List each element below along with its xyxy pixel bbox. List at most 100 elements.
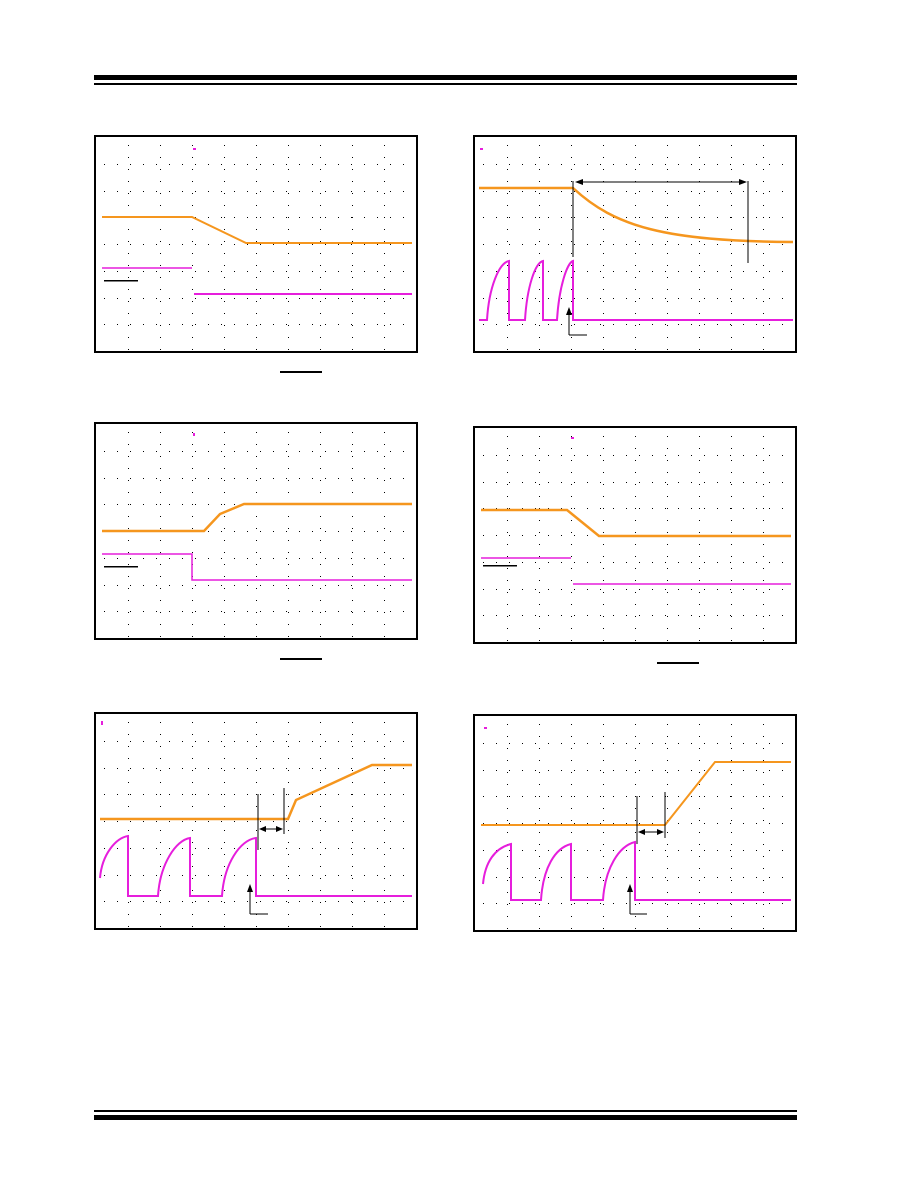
scope-1-grid	[104, 145, 404, 350]
grid-dot	[288, 253, 289, 254]
grid-dot	[731, 796, 732, 797]
grid-dot	[769, 508, 770, 509]
grid-dot	[626, 191, 627, 192]
grid-dot	[160, 468, 161, 469]
grid-dot	[260, 191, 261, 192]
grid-dot	[160, 145, 161, 146]
grid-dot	[548, 324, 549, 325]
grid-dot	[509, 796, 510, 797]
grid-dot	[156, 901, 157, 902]
grid-dot	[507, 157, 508, 158]
scope-3-trace-magenta	[102, 553, 412, 581]
footer-rule-thin	[94, 1110, 797, 1112]
grid-dot	[571, 640, 572, 641]
grid-dot	[288, 866, 289, 867]
grid-dot	[730, 324, 731, 325]
grid-dot	[496, 770, 497, 771]
grid-dot	[548, 164, 549, 165]
grid-dot	[104, 191, 105, 192]
grid-dot	[507, 460, 508, 461]
grid-dot	[717, 508, 718, 509]
grid-dot	[635, 313, 636, 314]
grid-dot	[782, 743, 783, 744]
grid-dot	[730, 823, 731, 824]
grid-dot	[312, 821, 313, 822]
grid-dot	[208, 217, 209, 218]
grid-dot	[128, 734, 129, 735]
grid-dot	[717, 743, 718, 744]
grid-dot	[587, 482, 588, 483]
grid-dot	[667, 640, 668, 641]
scope-6-trig-marker	[484, 727, 487, 729]
grid-dot	[731, 556, 732, 557]
grid-dot	[763, 856, 764, 857]
grid-dot	[691, 298, 692, 299]
grid-dot	[384, 229, 385, 230]
grid-dot	[571, 496, 572, 497]
grid-dot	[731, 784, 732, 785]
grid-dot	[509, 535, 510, 536]
grid-dot	[192, 492, 193, 493]
grid-dot	[104, 768, 105, 769]
grid-dot	[763, 289, 764, 290]
grid-dot	[483, 455, 484, 456]
grid-dot	[128, 516, 129, 517]
grid-dot	[224, 456, 225, 457]
grid-dot	[496, 796, 497, 797]
grid-dot	[160, 480, 161, 481]
grid-dot	[539, 484, 540, 485]
grid-dot	[769, 770, 770, 771]
grid-dot	[160, 193, 161, 194]
grid-dot	[704, 796, 705, 797]
grid-dot	[782, 217, 783, 218]
grid-dot	[160, 169, 161, 170]
grid-dot	[763, 436, 764, 437]
grid-dot	[338, 585, 339, 586]
grid-dot	[587, 298, 588, 299]
grid-dot	[782, 455, 783, 456]
grid-dot	[247, 478, 248, 479]
grid-dot	[130, 324, 131, 325]
grid-dot	[128, 588, 129, 589]
grid-dot	[652, 770, 653, 771]
grid-dot	[325, 244, 326, 245]
grid-dot	[288, 902, 289, 903]
grid-dot	[260, 478, 261, 479]
grid-dot	[182, 558, 183, 559]
grid-dot	[743, 589, 744, 590]
grid-dot	[571, 253, 572, 254]
grid-dot	[626, 164, 627, 165]
grid-dot	[384, 878, 385, 879]
grid-dot	[730, 770, 731, 771]
grid-dot	[182, 271, 183, 272]
grid-dot	[626, 482, 627, 483]
grid-dot	[730, 298, 731, 299]
grid-dot	[699, 253, 700, 254]
grid-dot	[192, 253, 193, 254]
grid-dot	[288, 349, 289, 350]
grid-dot	[288, 528, 289, 529]
grid-dot	[539, 568, 540, 569]
grid-dot	[364, 324, 365, 325]
grid-dot	[208, 741, 209, 742]
grid-dot	[160, 205, 161, 206]
grid-dot	[507, 784, 508, 785]
grid-dot	[221, 164, 222, 165]
grid-dot	[224, 337, 225, 338]
grid-dot	[561, 324, 562, 325]
grid-dot	[192, 480, 193, 481]
grid-dot	[756, 743, 757, 744]
grid-dot	[224, 782, 225, 783]
grid-dot	[571, 544, 572, 545]
grid-dot	[665, 191, 666, 192]
grid-dot	[763, 484, 764, 485]
grid-dot	[667, 229, 668, 230]
grid-dot	[377, 585, 378, 586]
scope-2-trace-magenta	[479, 259, 793, 321]
grid-dot	[224, 277, 225, 278]
grid-dot	[384, 145, 385, 146]
grid-dot	[635, 760, 636, 761]
grid-dot	[351, 901, 352, 902]
grid-dot	[288, 217, 289, 218]
grid-dot	[699, 928, 700, 929]
